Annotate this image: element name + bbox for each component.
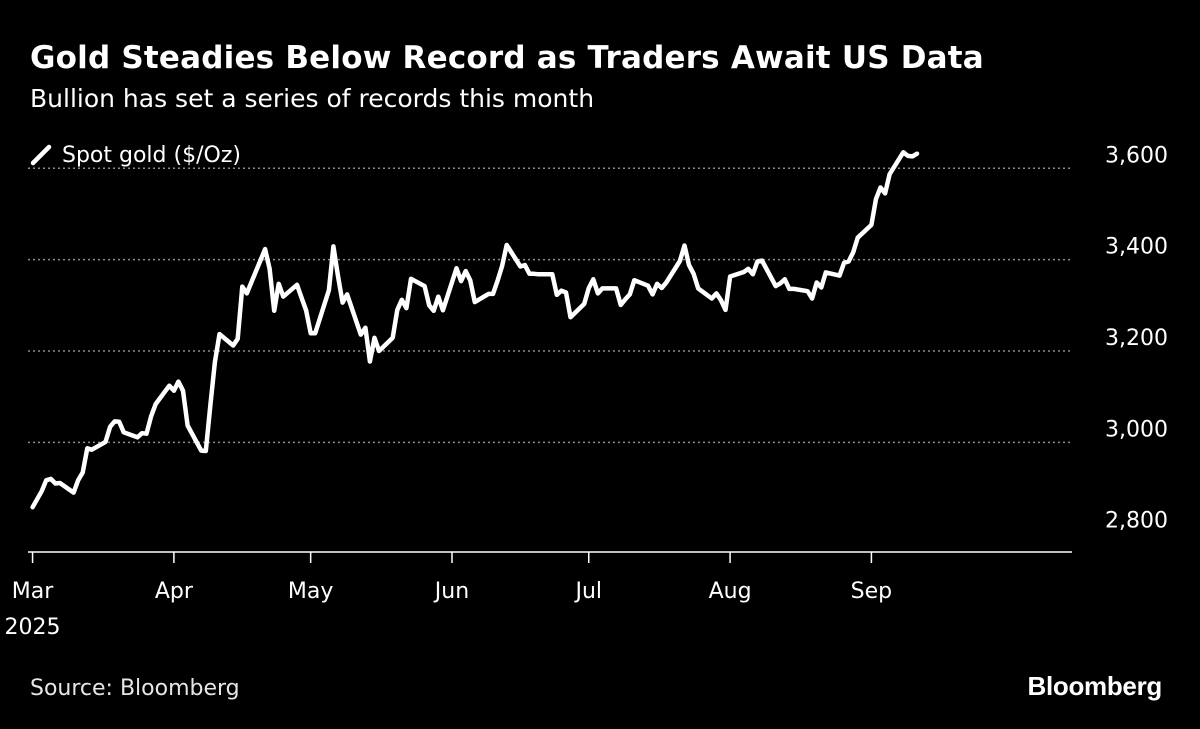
x-tick-label: Aug (709, 579, 752, 604)
source-note: Source: Bloomberg (30, 676, 240, 701)
chart-title: Gold Steadies Below Record as Traders Aw… (30, 40, 984, 76)
y-tick-label: 3,400 (1105, 235, 1168, 260)
legend-line-icon (30, 144, 52, 166)
legend: Spot gold ($/Oz) (30, 140, 241, 170)
legend-label: Spot gold ($/Oz) (62, 142, 241, 168)
y-tick-label: 3,200 (1105, 326, 1168, 351)
y-tick-label: 3,600 (1105, 143, 1168, 168)
gridlines (28, 167, 1072, 444)
x-tick-label: Jun (433, 579, 469, 604)
x-tick-label: Apr (155, 579, 194, 604)
chart-subtitle: Bullion has set a series of records this… (30, 84, 595, 113)
series-line-spot-gold (30, 150, 920, 510)
y-axis: 2,800 3,000 3,200 3,400 3,600 (1105, 143, 1168, 533)
bloomberg-logo: Bloomberg (1027, 671, 1162, 701)
x-tick-label: Jul (573, 579, 602, 604)
series-layer (30, 150, 920, 510)
x-axis: Mar 2025 Apr May Jun Jul Aug Sep (5, 551, 1072, 640)
x-tick-sublabel: 2025 (5, 615, 61, 640)
x-tick-label: Sep (851, 579, 892, 604)
y-tick-label: 2,800 (1105, 509, 1168, 534)
x-tick-label: May (288, 579, 333, 604)
x-tick-label: Mar (12, 579, 54, 604)
y-tick-label: 3,000 (1105, 417, 1168, 442)
